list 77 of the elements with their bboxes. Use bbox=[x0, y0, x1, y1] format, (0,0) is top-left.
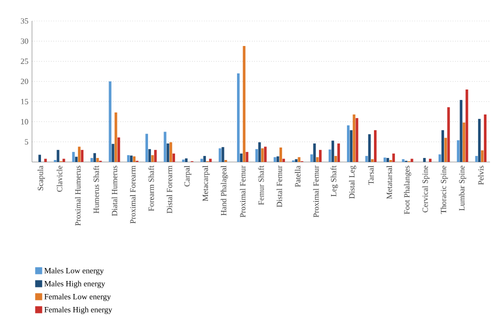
bar bbox=[108, 81, 112, 162]
bar bbox=[334, 156, 338, 162]
bar bbox=[462, 122, 466, 162]
bar bbox=[166, 143, 170, 162]
bar bbox=[242, 46, 246, 162]
bar bbox=[75, 156, 78, 162]
bar bbox=[444, 138, 447, 162]
bar bbox=[356, 118, 358, 162]
bar bbox=[276, 156, 280, 162]
bar bbox=[72, 152, 75, 162]
bar bbox=[274, 157, 276, 162]
bar bbox=[237, 73, 240, 162]
bar bbox=[294, 159, 298, 162]
bar bbox=[151, 155, 154, 162]
bar bbox=[261, 148, 264, 162]
bar bbox=[114, 112, 118, 162]
bar bbox=[352, 114, 356, 162]
bar bbox=[386, 158, 390, 162]
bar bbox=[384, 158, 386, 162]
bar bbox=[117, 137, 120, 162]
bar bbox=[365, 156, 368, 162]
bar bbox=[460, 100, 462, 162]
bar bbox=[148, 149, 151, 162]
bar bbox=[402, 159, 405, 162]
bar bbox=[44, 158, 47, 162]
bar bbox=[371, 159, 374, 162]
bar bbox=[313, 143, 316, 162]
bar bbox=[438, 154, 442, 162]
bar bbox=[78, 146, 81, 162]
bar bbox=[441, 130, 444, 162]
bar bbox=[38, 154, 42, 162]
bar bbox=[319, 150, 322, 162]
bar bbox=[466, 89, 468, 162]
bar bbox=[480, 150, 484, 162]
bar bbox=[62, 158, 66, 162]
bar bbox=[423, 158, 426, 162]
bar bbox=[112, 144, 114, 162]
bar bbox=[310, 154, 313, 162]
bar bbox=[350, 130, 352, 162]
bar bbox=[298, 157, 300, 162]
bar bbox=[96, 158, 99, 162]
bar bbox=[484, 114, 486, 162]
bar bbox=[316, 157, 319, 162]
bar bbox=[392, 154, 395, 162]
bar bbox=[346, 125, 350, 162]
bar bbox=[475, 156, 478, 162]
bar bbox=[154, 150, 157, 162]
bar bbox=[164, 132, 166, 162]
bar bbox=[332, 140, 334, 162]
bar bbox=[240, 154, 243, 162]
bar bbox=[80, 150, 84, 162]
bar bbox=[279, 147, 282, 162]
bar bbox=[93, 153, 96, 162]
bar bbox=[184, 158, 188, 162]
bar bbox=[258, 142, 261, 162]
bar bbox=[132, 156, 136, 162]
bar bbox=[145, 134, 148, 162]
bar bbox=[203, 156, 206, 162]
bar bbox=[374, 130, 377, 162]
bar bbox=[368, 134, 371, 162]
bar bbox=[478, 118, 481, 162]
bar bbox=[56, 150, 60, 162]
bar bbox=[127, 155, 130, 162]
bar bbox=[170, 142, 172, 162]
bar bbox=[130, 156, 133, 162]
bar bbox=[90, 158, 94, 162]
bar bbox=[209, 158, 212, 162]
bar bbox=[218, 148, 222, 162]
bar bbox=[172, 154, 176, 162]
bar bbox=[456, 140, 460, 162]
bar bbox=[246, 152, 248, 162]
bar bbox=[328, 150, 332, 162]
bar bbox=[447, 107, 450, 162]
bar bbox=[222, 147, 224, 162]
bar bbox=[255, 149, 258, 162]
bar bbox=[264, 146, 267, 162]
bar bbox=[337, 143, 340, 162]
